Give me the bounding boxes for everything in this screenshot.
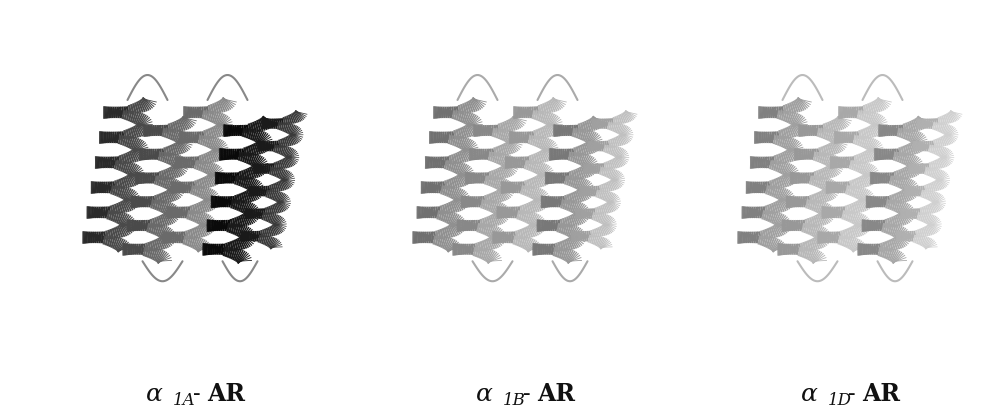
Text: α: α: [476, 383, 493, 406]
Text: -: -: [848, 383, 856, 405]
Text: -: -: [523, 383, 531, 405]
Text: α: α: [146, 383, 163, 406]
Text: AR: AR: [207, 382, 245, 406]
Text: 1B: 1B: [503, 391, 526, 409]
Text: -: -: [193, 383, 201, 405]
Text: AR: AR: [862, 382, 900, 406]
Text: α: α: [801, 383, 818, 406]
Text: AR: AR: [537, 382, 575, 406]
Text: 1D: 1D: [828, 391, 852, 409]
Text: 1A: 1A: [173, 391, 196, 409]
